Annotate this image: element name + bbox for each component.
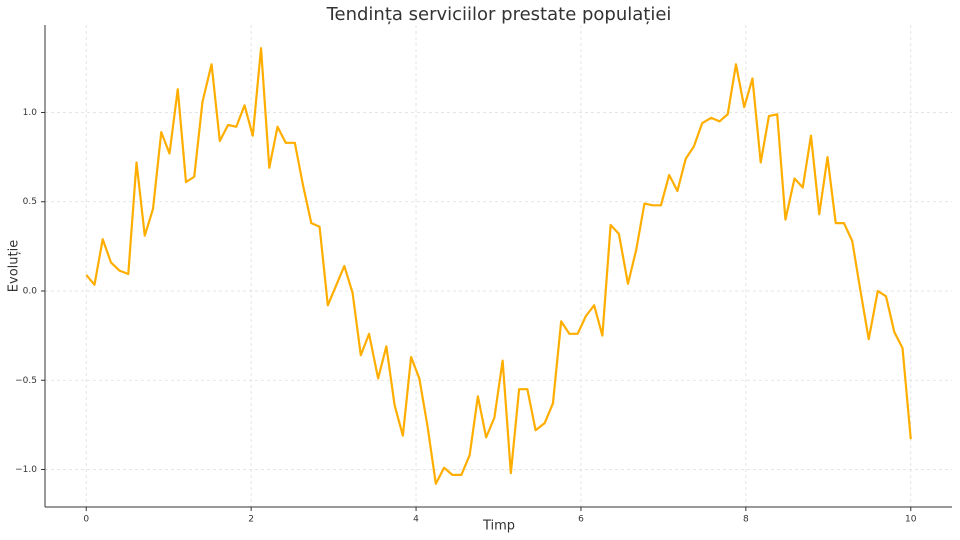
data-line bbox=[85, 47, 912, 485]
x-tick-label: 2 bbox=[248, 515, 254, 525]
chart-title: Tendința serviciilor prestate populației bbox=[326, 4, 672, 25]
y-tick-label: 1.0 bbox=[23, 108, 38, 118]
x-tick-label: 6 bbox=[578, 515, 584, 525]
y-tick-label: 0.5 bbox=[23, 197, 37, 207]
x-axis-label: Timp bbox=[482, 519, 515, 534]
x-tick-label: 0 bbox=[83, 515, 89, 525]
y-tick-label: −1.0 bbox=[15, 465, 37, 475]
y-axis-label: Evoluție bbox=[7, 240, 22, 292]
y-tick-label: −0.5 bbox=[15, 376, 37, 386]
y-tick-label: 0.0 bbox=[23, 286, 38, 296]
x-tick-label: 4 bbox=[413, 515, 419, 525]
x-tick-label: 10 bbox=[905, 515, 917, 525]
x-tick-label: 8 bbox=[743, 515, 749, 525]
